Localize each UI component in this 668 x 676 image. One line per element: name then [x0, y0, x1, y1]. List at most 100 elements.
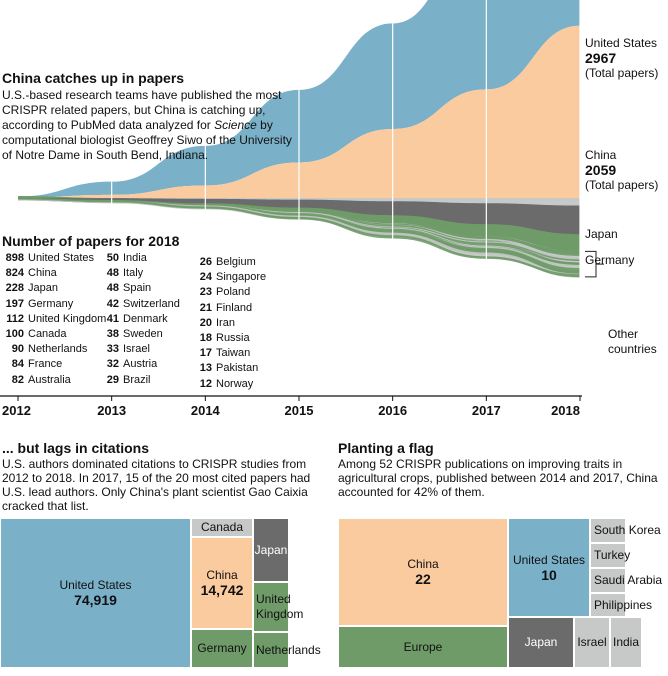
- treemap-cell-united-states: United States 74,919: [0, 518, 191, 668]
- label-other-countries: Other countries: [608, 327, 657, 357]
- papers-table-col-2: 50 India 48 Italy 48 Spain 42 Switzerland 41…: [95, 251, 180, 388]
- cell-label: India: [612, 635, 640, 649]
- table-row: 48 Spain: [106, 282, 152, 295]
- cell-label: Israel: [577, 635, 607, 649]
- treemap-cell-saudi-arabia: Saudi Arabia: [590, 568, 662, 593]
- cell-label: United Kingdom: [256, 592, 304, 621]
- cell-label: Philippines: [594, 597, 653, 612]
- label-japan: Japan: [585, 227, 618, 241]
- label-other-line-1: Other: [608, 327, 639, 341]
- papers-table-col-3: 26 Belgium 24 Singapore 23 Poland 21 Finland…: [188, 255, 266, 392]
- agriculture-title: Planting a flag: [338, 440, 434, 456]
- table-row: 898 United States: [5, 252, 95, 264]
- other-countries-bracket: [585, 250, 604, 278]
- cell-label: China: [407, 557, 439, 571]
- chart-description: U.S.-based research teams have published…: [2, 88, 292, 162]
- label-china-total: 2059: [585, 162, 617, 178]
- table-row: 84 France: [11, 358, 63, 371]
- treemap-cell-japan: Japan: [253, 518, 289, 582]
- x-tick-label: 2012: [2, 403, 31, 418]
- treemap-cell-turkey: Turkey: [590, 543, 630, 568]
- cell-label: Japan: [524, 635, 558, 649]
- cell-label: Turkey: [594, 548, 631, 562]
- year-gridlines: [111, 0, 581, 396]
- label-china: China 2059 (Total papers): [585, 148, 658, 193]
- x-tick-label: 2015: [285, 403, 314, 418]
- table-row: 21 Finland: [199, 301, 253, 314]
- x-axis: 2012 2013 2014 2015 2016 2017 2018: [0, 395, 582, 418]
- cell-value: 14,742: [200, 582, 244, 598]
- cell-label: Germany: [197, 641, 247, 655]
- treemap-cell-germany: Germany: [191, 629, 253, 668]
- x-tick-label: 2018: [551, 403, 580, 418]
- table-row: 38 Sweden: [106, 328, 163, 341]
- table-row: 48 Italy: [106, 267, 144, 280]
- treemap-cell-united-states: United States 10: [508, 518, 590, 617]
- table-row: 20 Iran: [199, 316, 235, 329]
- table-row: 13 Pakistan: [199, 362, 259, 375]
- table-row: 100 Canada: [5, 328, 67, 341]
- cell-label: Canada: [200, 520, 244, 534]
- treemap-cell-japan: Japan: [508, 617, 574, 668]
- stream-band-china: [18, 25, 580, 198]
- x-tick-label: 2016: [378, 403, 407, 418]
- stream-band-japan: [18, 198, 580, 235]
- treemap-cell-south-korea: South Korea: [590, 518, 661, 543]
- chart-title: China catches up in papers: [2, 70, 185, 86]
- table-row: 18 Russia: [199, 332, 250, 345]
- table-row: 17 Taiwan: [199, 347, 251, 360]
- cell-label: Netherlands: [256, 642, 321, 657]
- label-us-name: United States: [585, 36, 658, 50]
- cell-label: Europe: [403, 639, 443, 654]
- treemap-cell-europe: Europe: [338, 626, 508, 668]
- table-row: 24 Singapore: [199, 271, 267, 284]
- table-row: 50 India: [106, 252, 147, 264]
- papers-table-col-1: 898 United States 824 China 228 Japan 197 Ge…: [0, 251, 107, 388]
- label-china-note: (Total papers): [585, 178, 659, 192]
- cell-label: China: [206, 568, 238, 582]
- table-row: 90 Netherlands: [11, 343, 88, 356]
- treemap-cell-canada: Canada: [191, 518, 253, 537]
- cell-value: 22: [415, 571, 431, 587]
- label-united-states: United States 2967 (Total papers): [585, 36, 658, 81]
- table-row: 228 Japan: [5, 282, 58, 295]
- table-row: 12 Norway: [199, 377, 254, 390]
- table-row: 197 Germany: [5, 297, 74, 310]
- table-row: 824 China: [5, 267, 57, 280]
- treemap-cell-israel: Israel: [574, 617, 610, 668]
- table-title: Number of papers for 2018: [2, 233, 180, 249]
- x-tick-label: 2014: [191, 403, 221, 418]
- treemap-cell-united-kingdom: United Kingdom: [253, 582, 303, 632]
- table-row: 26 Belgium: [199, 256, 256, 268]
- agriculture-description: Among 52 CRISPR publications on improvin…: [338, 457, 658, 499]
- table-row: 82 Australia: [11, 373, 71, 386]
- treemap-cell-china: China 14,742: [191, 537, 253, 629]
- treemap-cell-netherlands: Netherlands: [253, 632, 321, 668]
- table-row: 32 Austria: [106, 358, 158, 371]
- cell-label: South Korea: [594, 523, 661, 537]
- treemap-cell-china: China 22: [338, 518, 508, 626]
- table-row: 33 Israel: [106, 343, 150, 356]
- treemap-cell-philippines: Philippines: [590, 593, 652, 617]
- cell-label: Japan: [254, 542, 288, 557]
- table-row: 112 United Kingdom: [6, 312, 107, 325]
- table-row: 41 Denmark: [106, 312, 168, 325]
- citations-description: U.S. authors dominated citations to CRIS…: [2, 457, 311, 513]
- citations-title: ... but lags in citations: [2, 440, 150, 456]
- cell-value: 74,919: [74, 592, 117, 608]
- label-us-total: 2967: [585, 50, 617, 66]
- table-row: 29 Brazil: [106, 373, 151, 386]
- treemap-cell-india: India: [610, 617, 642, 668]
- table-row: 23 Poland: [199, 286, 251, 299]
- label-china-name: China: [585, 148, 617, 162]
- table-row: 42 Switzerland: [106, 297, 180, 310]
- cell-label: United States: [512, 552, 586, 567]
- cell-value: 10: [541, 566, 557, 583]
- label-us-note: (Total papers): [585, 66, 659, 80]
- label-other-line-2: countries: [608, 342, 657, 356]
- cell-label: United States: [59, 578, 132, 592]
- x-tick-label: 2013: [97, 403, 126, 418]
- cell-label: Saudi Arabia: [594, 573, 663, 587]
- x-tick-label: 2017: [472, 403, 501, 418]
